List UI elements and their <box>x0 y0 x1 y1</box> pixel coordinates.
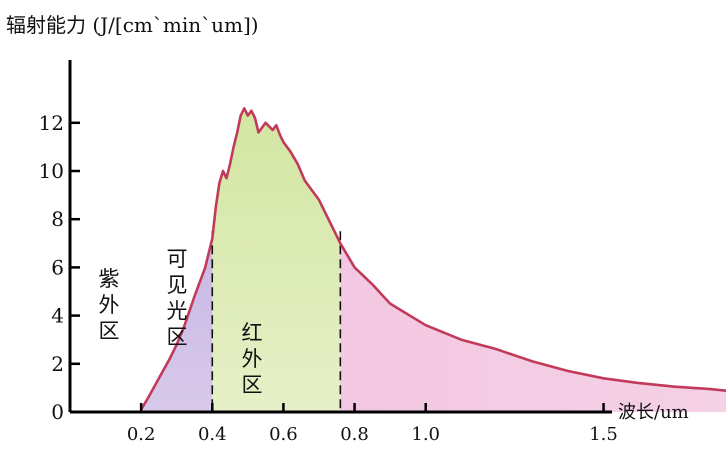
label-visible: 可见光区 <box>167 247 188 349</box>
label-infrared: 红外区 <box>242 321 263 397</box>
x-tick-label: 0.6 <box>269 424 298 445</box>
y-axis-label: 辐射能力 (J/[cm`min`um]) <box>6 13 259 37</box>
y-tick-label: 8 <box>51 207 64 231</box>
x-axis-label: 波长/um <box>618 402 689 423</box>
x-tick-label: 0.8 <box>340 424 369 445</box>
axes <box>68 60 612 414</box>
radiation-curve <box>139 107 726 411</box>
y-tick-label: 12 <box>39 111 64 135</box>
region-visible <box>212 108 341 412</box>
y-tick-label: 0 <box>51 400 64 424</box>
region-infrared <box>340 108 726 412</box>
region-labels: 紫外区 可见光区红外区 <box>99 247 263 397</box>
x-tick-label: 1.5 <box>589 424 618 445</box>
region-uv <box>141 108 213 412</box>
region-boundaries <box>211 231 342 412</box>
y-tick-label: 10 <box>39 159 64 183</box>
spectral-regions <box>141 108 726 412</box>
x-tick-label: 0.4 <box>198 424 227 445</box>
x-axis-ticks: 0.20.40.60.81.01.52.03. 0 <box>127 403 618 445</box>
x-tick-label: 0.2 <box>127 424 156 445</box>
y-axis-ticks: 0 2 4 6 8 10 12 <box>39 111 80 424</box>
y-tick-label: 4 <box>51 304 64 328</box>
y-tick-label: 2 <box>51 352 64 376</box>
label-uv: 紫外区 <box>99 267 120 343</box>
y-tick-label: 6 <box>51 255 64 279</box>
x-tick-label: 1.0 <box>411 424 440 445</box>
